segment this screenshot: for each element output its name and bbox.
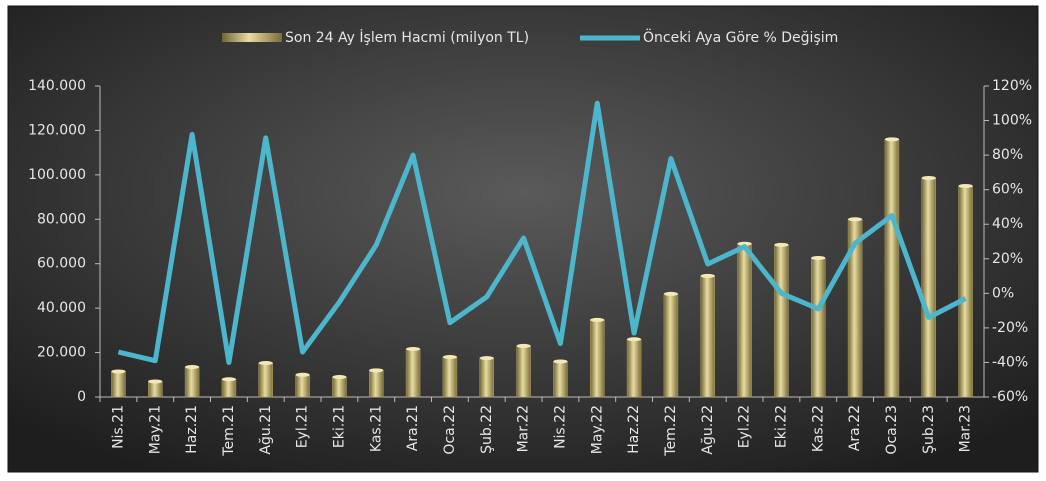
bar (148, 381, 163, 398)
bar-top (553, 359, 568, 364)
bar-top (663, 291, 678, 296)
x-tick-label: Mar.23 (958, 405, 974, 452)
x-tick-label: Şub.23 (921, 405, 937, 454)
bar-top (516, 343, 531, 348)
x-tick-label: Şub.22 (479, 405, 495, 454)
x-tick-label: Tem.22 (663, 405, 679, 457)
y-tick-label: 100.000 (28, 167, 86, 183)
bar-top (406, 347, 421, 352)
bar-top (332, 375, 347, 380)
bar (516, 345, 531, 398)
bar-top (111, 369, 126, 374)
bar-top (774, 242, 789, 247)
bar (479, 357, 494, 398)
y-tick-label: 80.000 (37, 211, 86, 227)
bar (332, 376, 347, 398)
legend-label: Önceki Aya Göre % Değişim (643, 28, 838, 46)
bar-top (590, 317, 605, 322)
bar-top (884, 137, 899, 142)
bar-top (958, 183, 973, 188)
line (117, 100, 967, 365)
x-tick-label: Eki.22 (773, 405, 789, 448)
bar (442, 356, 458, 398)
x-tick-label: Haz.22 (626, 405, 642, 454)
x-tick-label: Tem.21 (221, 405, 237, 457)
x-tick-label: Kas.22 (810, 405, 826, 452)
x-tick-label: Kas.21 (368, 405, 384, 452)
y2-tick-label: 100% (992, 113, 1032, 129)
y2-tick-label: 0% (992, 285, 1014, 301)
bar (258, 362, 273, 398)
y-tick-label: 120.000 (28, 122, 86, 138)
bar-top (848, 217, 863, 222)
x-tick-label: Haz.21 (184, 405, 200, 454)
bar (737, 243, 752, 398)
x-tick-label: Ara.21 (405, 405, 421, 451)
bar (958, 185, 973, 398)
bar-top (479, 356, 494, 361)
x-tick-label: Eyl.22 (737, 405, 753, 448)
y2-tick-label: -60% (992, 389, 1028, 405)
bar (774, 244, 789, 398)
x-tick-label: Nis.22 (552, 405, 568, 449)
bar (921, 177, 936, 398)
bar-top (369, 368, 384, 373)
y-tick-label: 0 (77, 389, 86, 405)
x-tick-label: May.21 (147, 405, 163, 454)
y2-tick-label: 20% (992, 251, 1023, 267)
bar (295, 374, 310, 398)
x-tick-label: Ağu.22 (700, 405, 716, 455)
y2-tick-label: 80% (992, 147, 1023, 163)
bar (111, 371, 126, 398)
legend-swatch (222, 33, 282, 42)
bar (221, 378, 237, 398)
x-tick-label: Eyl.21 (295, 405, 311, 448)
y2-tick-label: 40% (992, 216, 1023, 232)
bar (700, 275, 715, 398)
bar (405, 348, 421, 398)
x-tick-label: Oca.22 (442, 405, 458, 455)
bar (553, 361, 568, 398)
bar-top (700, 273, 715, 278)
bar (884, 139, 900, 398)
bar-top (627, 337, 642, 342)
x-tick-label: Ara.22 (847, 405, 863, 451)
x-tick-label: Oca.23 (884, 405, 900, 455)
bar (811, 257, 826, 398)
bar (663, 293, 679, 398)
bar-top (737, 241, 752, 246)
x-tick-label: Eki.21 (331, 405, 347, 448)
y-tick-label: 40.000 (37, 300, 86, 316)
bar-top (295, 372, 310, 377)
bar (590, 319, 605, 398)
x-tick-label: Mar.22 (516, 405, 532, 452)
bar-top (148, 379, 163, 384)
y2-tick-label: -40% (992, 354, 1028, 370)
bar (184, 366, 200, 398)
bar-top (811, 255, 826, 260)
bar-top (185, 365, 200, 370)
y2-tick-label: -20% (992, 320, 1028, 336)
y-tick-label: 140.000 (28, 78, 86, 94)
bar (369, 370, 384, 398)
legend-label: Son 24 Ay İşlem Hacmi (milyon TL) (285, 28, 529, 46)
bar-top (442, 355, 457, 360)
y-tick-label: 20.000 (37, 345, 86, 361)
x-tick-label: May.22 (589, 405, 605, 454)
bar (626, 338, 642, 398)
bar-top (258, 361, 273, 366)
y2-tick-label: 60% (992, 182, 1023, 198)
x-tick-label: Ağu.21 (258, 405, 274, 455)
y-tick-label: 60.000 (37, 256, 86, 272)
x-tick-label: Nis.21 (110, 405, 126, 449)
bar-top (921, 175, 936, 180)
y2-tick-label: 120% (992, 78, 1032, 94)
bar-top (221, 377, 236, 382)
